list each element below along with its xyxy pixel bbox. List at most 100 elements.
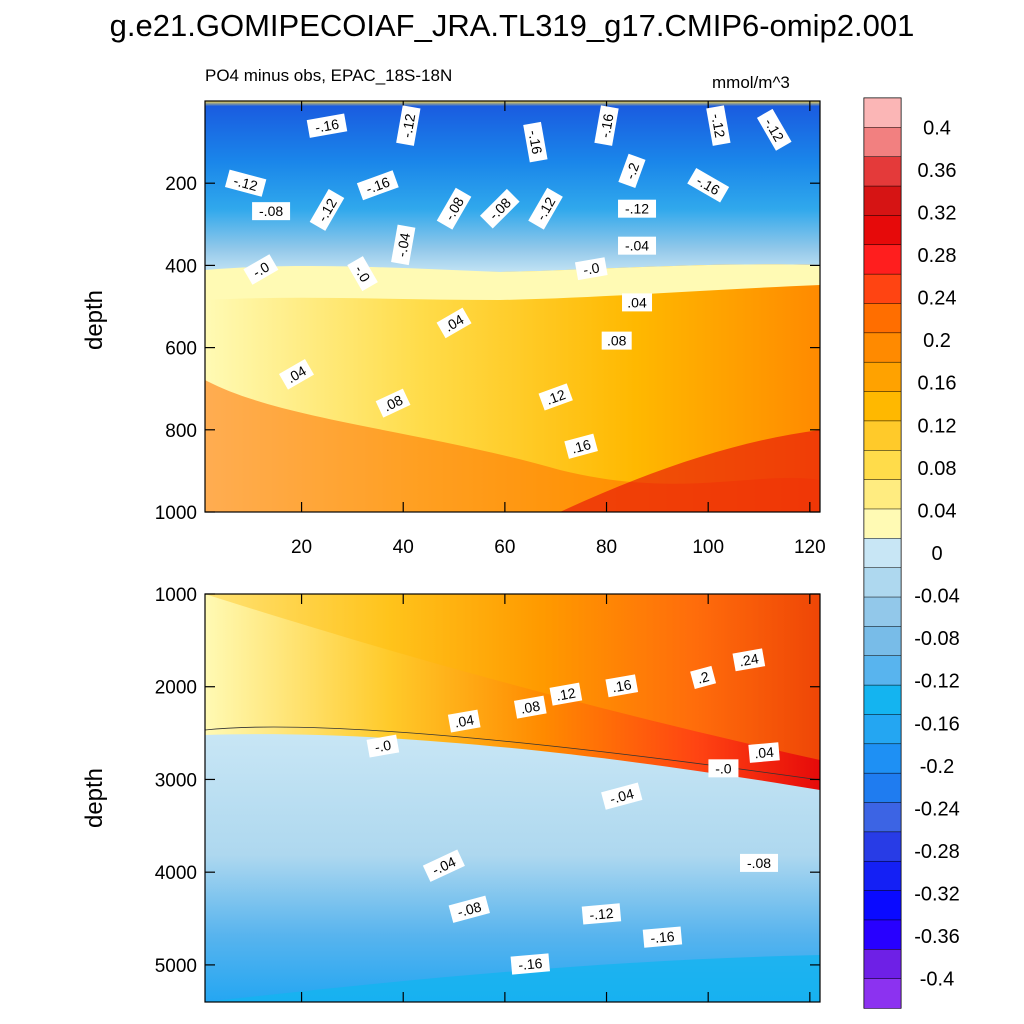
contour-label-box xyxy=(448,895,490,923)
contour-label-text: .08 xyxy=(381,392,406,415)
colorbar-swatch xyxy=(863,156,902,187)
y-tick-label: 2000 xyxy=(155,678,197,699)
contour-label: -.16 xyxy=(523,121,548,163)
y-tick-label: 400 xyxy=(165,256,197,277)
contour-label-text: -.16 xyxy=(364,174,392,197)
colorbar-tick-label: 0.08 xyxy=(918,458,957,480)
contour-label-box xyxy=(618,236,657,255)
upper-plot-frame xyxy=(204,100,821,513)
colorbar-tick-label: -0.08 xyxy=(914,628,960,650)
contour-label-text: .04 xyxy=(453,711,475,730)
contour-label-box xyxy=(375,388,411,418)
contour-label: .16 xyxy=(564,433,598,459)
contour-label-text: .16 xyxy=(570,436,593,457)
contour-label-box xyxy=(528,187,563,230)
contour-label-text: .16 xyxy=(611,676,633,695)
lower-plot-frame xyxy=(204,593,821,1003)
contour-label: .04 xyxy=(622,293,653,312)
contour-label-box xyxy=(347,256,378,292)
contour-label-box xyxy=(642,926,683,948)
contour-label-text: -.16 xyxy=(314,116,341,136)
x-tick-label: 40 xyxy=(393,537,414,558)
colorbar-swatch xyxy=(863,538,902,569)
contour-label-text: -.08 xyxy=(456,898,484,920)
contour-label-box xyxy=(278,359,314,390)
contour-label-text: -.12 xyxy=(398,112,418,139)
colorbar-tick-label: -0.2 xyxy=(920,756,954,778)
contour-label-box xyxy=(690,665,717,689)
contour-label-box xyxy=(594,105,619,146)
colorbar-swatch xyxy=(863,450,902,481)
contour-label-box xyxy=(523,121,548,163)
contour-label-text: -.16 xyxy=(518,955,544,973)
contour-label-text: -.12 xyxy=(589,905,615,923)
colorbar-tick-label: 0.16 xyxy=(918,373,957,395)
colorbar-swatch xyxy=(863,508,902,540)
contour-label: .04 xyxy=(748,742,780,763)
contour-label: -.08 xyxy=(448,895,490,923)
colorbar-swatch xyxy=(863,185,902,217)
contour-label-text: .08 xyxy=(607,333,627,349)
chart-title: g.e21.GOMIPECOIAF_JRA.TL319_g17.CMIP6-om… xyxy=(109,8,915,43)
contour-label: -.04 xyxy=(601,782,643,810)
colorbar-swatch xyxy=(863,244,902,275)
contour-label-box xyxy=(224,169,267,197)
contour-label-box xyxy=(510,953,551,975)
contour-label: -.04 xyxy=(618,236,657,255)
contour-label-text: -.04 xyxy=(625,238,649,254)
contour-label: .04 xyxy=(436,307,472,339)
contour-label-box xyxy=(574,257,608,281)
y-tick-label: 800 xyxy=(165,421,197,442)
colorbar-swatch xyxy=(863,479,902,510)
contour-label-text: -.16 xyxy=(650,928,676,946)
colorbar-swatch xyxy=(863,860,902,892)
colorbar-swatch xyxy=(863,919,902,951)
contour-label: -.0 xyxy=(574,257,608,281)
colorbar-tick-label: -0.24 xyxy=(914,798,960,820)
contour-label-text: -.2 xyxy=(622,160,643,181)
colorbar-tick-label: -0.4 xyxy=(920,969,954,991)
contour-label: .04 xyxy=(278,359,314,390)
contour-label: .2 xyxy=(690,665,717,689)
contour-label-box xyxy=(447,709,481,733)
contour-label-text: -.12 xyxy=(708,112,728,139)
contour-label-box xyxy=(436,307,472,339)
contour-label-box xyxy=(436,187,472,230)
y-tick-label: 1000 xyxy=(155,585,197,606)
y-tick-label: 200 xyxy=(165,174,197,195)
contour-label: -.12 xyxy=(581,903,622,925)
colorbar-swatch xyxy=(863,361,902,393)
contour-label: -.12 xyxy=(618,199,657,218)
contour-label-box xyxy=(708,759,739,778)
contour-label-box xyxy=(306,113,348,138)
colorbar-swatch xyxy=(863,802,902,833)
contour-label: -.12 xyxy=(224,169,267,197)
colorbar-tick-label: 0.24 xyxy=(918,288,957,310)
contour-label-box xyxy=(740,853,779,872)
y-tick-label: 1000 xyxy=(155,503,197,524)
colorbar-tick-label: 0.04 xyxy=(918,500,957,522)
y-tick-label: 4000 xyxy=(155,863,197,884)
colorbar-swatch xyxy=(863,127,902,158)
x-tick-label: 60 xyxy=(494,537,515,558)
colorbar-tick-label: -0.32 xyxy=(914,884,960,906)
contour-label-text: -.08 xyxy=(747,855,771,871)
colorbar-swatch xyxy=(863,655,902,686)
colorbar-tick-label: 0.12 xyxy=(918,415,957,437)
units-label: mmol/m^3 xyxy=(712,73,790,92)
contour-label: .04 xyxy=(447,709,481,733)
colorbar-tick-label: 0 xyxy=(931,543,942,565)
contour-label-box xyxy=(706,105,731,146)
colorbar-swatch xyxy=(863,97,902,129)
contour-label-text: .04 xyxy=(754,744,775,762)
colorbar-tick-label: -0.16 xyxy=(914,713,960,735)
contour-label: .08 xyxy=(375,388,411,418)
colorbar-swatch xyxy=(863,273,902,305)
contour-label-text: .08 xyxy=(519,698,541,717)
contour-label-text: .24 xyxy=(738,650,760,669)
contour-label-text: -.12 xyxy=(232,172,260,194)
contour-label-box xyxy=(396,105,421,146)
contour-label-text: -.04 xyxy=(393,231,413,258)
colorbar-swatch xyxy=(863,303,902,334)
